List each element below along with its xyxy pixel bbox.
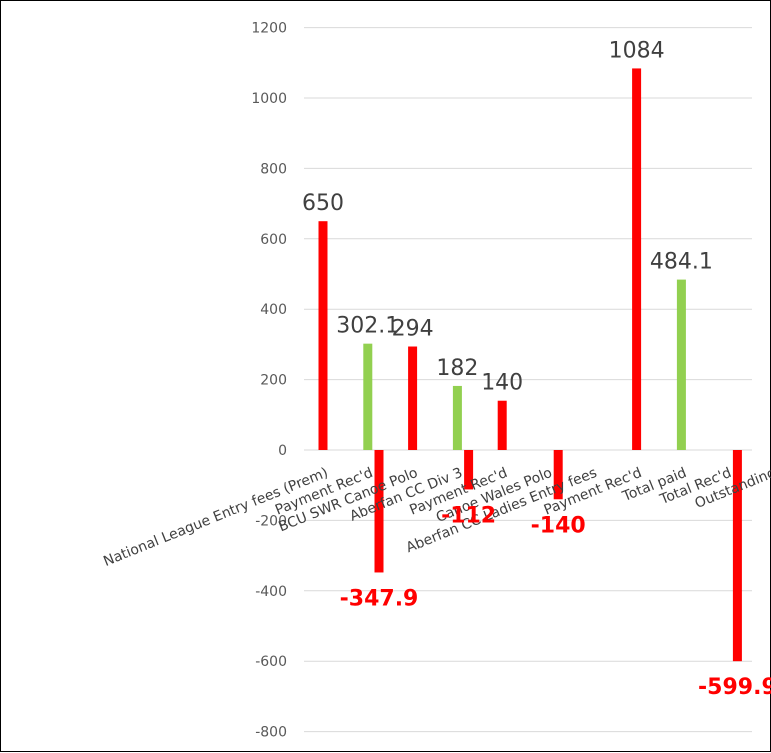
data-label-negative: -112 xyxy=(441,503,496,528)
y-tick-label: 400 xyxy=(260,302,287,318)
negative-bar xyxy=(732,450,742,662)
y-tick-label: 600 xyxy=(260,232,287,248)
y-tick-label: -200 xyxy=(255,513,287,529)
data-label: 1084 xyxy=(609,38,665,63)
y-tick-label: -800 xyxy=(255,725,287,741)
y-axis-ticks: -800 -600 -400 -200 0 200 400 600 800 1000 1200 xyxy=(251,21,287,741)
data-label: 484.1 xyxy=(650,250,713,275)
negative-bar xyxy=(464,450,474,490)
data-label: 650 xyxy=(302,191,344,216)
bar xyxy=(408,346,418,450)
y-tick-label: -400 xyxy=(255,584,287,600)
bar xyxy=(497,400,507,450)
y-tick-label: 200 xyxy=(260,373,287,389)
bar xyxy=(676,279,686,450)
negative-bar xyxy=(553,450,563,500)
data-label: 140 xyxy=(481,371,523,396)
bar xyxy=(363,343,373,450)
y-tick-label: 0 xyxy=(278,443,287,459)
bar xyxy=(452,385,462,450)
bars xyxy=(318,68,742,662)
data-label: 294 xyxy=(392,317,434,342)
data-label-negative: -140 xyxy=(531,513,586,538)
data-label: 302.1 xyxy=(336,314,399,339)
y-tick-label: 1200 xyxy=(251,21,287,37)
y-tick-label: 1000 xyxy=(251,91,287,107)
y-tick-label: -600 xyxy=(255,654,287,670)
data-label-negative: -599.9 xyxy=(698,675,771,700)
gridlines xyxy=(304,27,752,733)
data-label: 182 xyxy=(436,356,478,381)
x-axis-labels: National League Entry fees (Prem)Payment… xyxy=(101,465,771,570)
bar xyxy=(632,68,642,450)
data-label-negative: -347.9 xyxy=(340,586,419,611)
bar xyxy=(318,221,328,450)
y-tick-label: 800 xyxy=(260,161,287,177)
negative-bar xyxy=(374,450,384,573)
